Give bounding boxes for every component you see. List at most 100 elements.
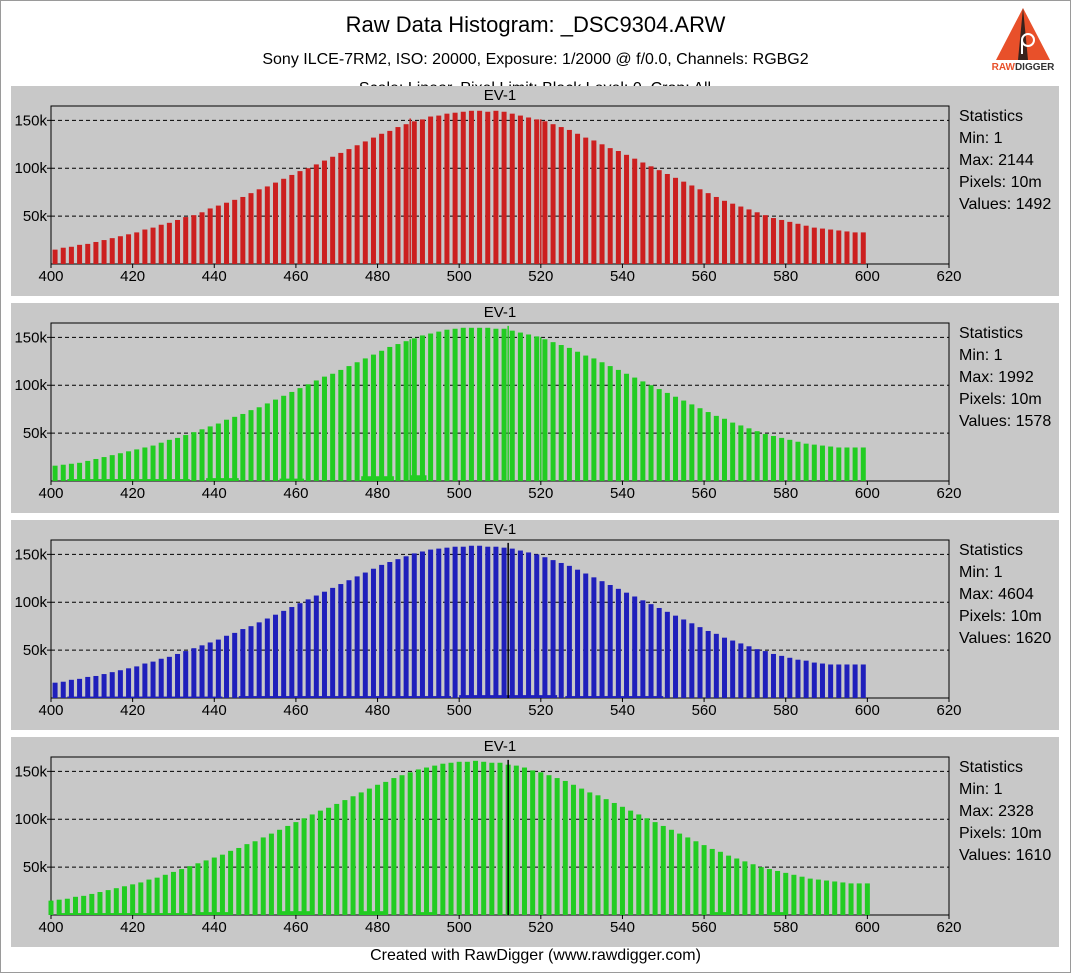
histogram-bar xyxy=(85,243,91,264)
low-run-bar xyxy=(206,478,239,481)
histogram-bar xyxy=(762,651,768,698)
histogram-bar xyxy=(779,655,785,698)
histogram-bar xyxy=(150,445,156,481)
histogram-bar xyxy=(705,193,711,264)
histogram-bar xyxy=(195,863,201,915)
histogram-bar xyxy=(77,678,83,698)
histogram-bar xyxy=(81,895,87,915)
histogram-bar xyxy=(334,803,340,915)
histogram-bar xyxy=(411,338,417,481)
y-tick-label: 150k xyxy=(14,112,47,129)
histogram-bar xyxy=(640,600,646,698)
x-tick-label: 420 xyxy=(120,268,145,285)
histogram-bar xyxy=(656,170,662,264)
histogram-bar xyxy=(770,653,776,698)
histogram-bar xyxy=(534,119,540,264)
statistics-max: Max: 1992 xyxy=(959,369,1034,386)
y-tick-label: 100k xyxy=(14,811,47,828)
panel-title: EV-1 xyxy=(484,738,517,755)
histogram-bar xyxy=(207,208,213,264)
x-tick-label: 420 xyxy=(120,919,145,936)
histogram-bar xyxy=(860,232,866,264)
histogram-bar xyxy=(191,648,197,698)
histogram-bar xyxy=(648,385,654,481)
histogram-bar xyxy=(493,328,499,481)
histogram-bar xyxy=(362,572,368,698)
histogram-bar xyxy=(134,232,140,264)
histogram-bar xyxy=(297,603,303,698)
histogram-bar xyxy=(199,212,205,264)
histogram-bar xyxy=(215,205,221,264)
histogram-bar xyxy=(819,663,825,698)
histogram-bar xyxy=(142,229,148,264)
histogram-bar xyxy=(819,445,825,481)
histogram-bar xyxy=(56,899,62,915)
histogram-bar xyxy=(346,580,352,698)
histogram-bar xyxy=(807,878,813,915)
histogram-bar xyxy=(134,666,140,698)
statistics-box: Statistics Min: 1 Max: 4604 Pixels: 10m … xyxy=(959,540,1051,650)
statistics-box: Statistics Min: 1 Max: 2144 Pixels: 10m … xyxy=(959,106,1051,216)
low-run-bar xyxy=(769,912,786,915)
x-tick-label: 460 xyxy=(283,919,308,936)
x-tick-label: 520 xyxy=(528,919,553,936)
histogram-bar xyxy=(383,781,389,915)
histogram-bar xyxy=(799,876,805,915)
histogram-bar xyxy=(305,168,311,264)
x-tick-label: 580 xyxy=(773,268,798,285)
histogram-bar xyxy=(273,182,278,264)
histogram-panel-blue: 50k 100k 150k 400 420 440 460 480 500 520 540 560 58… xyxy=(11,520,1059,730)
histogram-bar xyxy=(370,354,376,481)
histogram-bar xyxy=(583,573,589,698)
statistics-pixels: Pixels: 10m xyxy=(959,608,1042,625)
histogram-bar xyxy=(562,780,568,915)
histogram-bar xyxy=(370,568,376,698)
x-tick-label: 400 xyxy=(38,702,63,719)
histogram-bar xyxy=(685,837,691,915)
histogram-bar xyxy=(766,869,772,915)
low-run-bar xyxy=(410,475,427,481)
x-tick-label: 480 xyxy=(365,268,390,285)
histogram-bar xyxy=(219,854,225,915)
x-tick-label: 620 xyxy=(936,919,961,936)
histogram-bar xyxy=(664,611,670,698)
low-run-bar xyxy=(67,696,223,698)
histogram-bar xyxy=(750,864,756,915)
low-run-bar xyxy=(67,479,190,481)
histogram-bar xyxy=(407,772,413,915)
histogram-bar xyxy=(419,551,425,698)
x-tick-label: 580 xyxy=(773,919,798,936)
histogram-bar xyxy=(142,447,148,481)
histogram-bar xyxy=(358,792,364,915)
histogram-bar xyxy=(403,556,409,698)
histogram-bar xyxy=(121,886,127,915)
histogram-bar xyxy=(248,193,254,264)
y-tick-label: 150k xyxy=(14,546,47,563)
x-tick-label: 540 xyxy=(610,919,635,936)
histogram-bar xyxy=(175,653,181,698)
statistics-min: Min: 1 xyxy=(959,130,1003,147)
histogram-bar xyxy=(648,604,654,698)
histogram-bar xyxy=(501,547,507,698)
x-tick-label: 480 xyxy=(365,919,390,936)
histogram-bar xyxy=(815,879,821,915)
histogram-bar xyxy=(501,111,507,264)
x-tick-label: 580 xyxy=(773,702,798,719)
histogram-bar xyxy=(828,664,834,698)
x-tick-label: 540 xyxy=(610,702,635,719)
histogram-bar xyxy=(864,883,870,915)
histogram-bar xyxy=(542,121,548,264)
histogram-bar xyxy=(460,327,466,481)
histogram-bar xyxy=(722,200,727,264)
histogram-bar xyxy=(273,399,278,481)
statistics-label: Statistics xyxy=(959,325,1024,342)
histogram-bar xyxy=(256,407,262,481)
histogram-chart-green2: 50k 100k 150k 400 420 440 460 480 500 520 540 560 58… xyxy=(14,738,961,936)
histogram-bar xyxy=(289,174,295,264)
histogram-bar xyxy=(175,437,181,481)
histogram-bar xyxy=(158,442,164,481)
histogram-bar xyxy=(52,465,58,481)
panel-title: EV-1 xyxy=(484,521,517,538)
x-tick-label: 620 xyxy=(936,702,961,719)
histogram-bar xyxy=(419,119,425,264)
